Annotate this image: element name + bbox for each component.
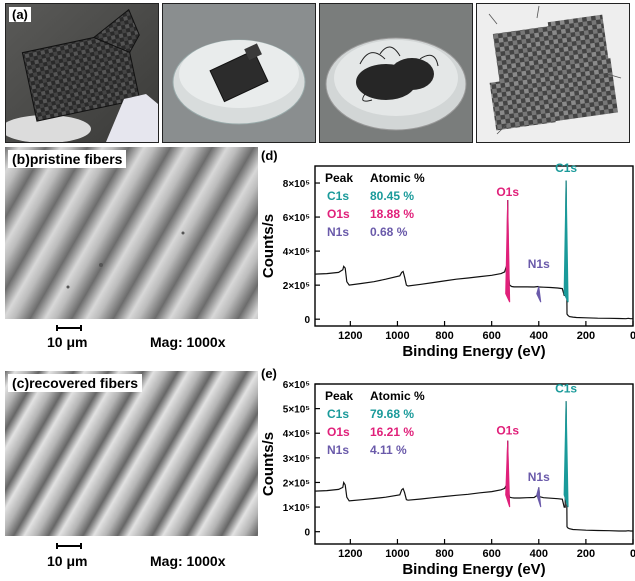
photo-fibers-released-in-solvent [319,3,473,143]
scale-text-b: 10 μm [47,334,88,350]
xps-chart-recovered: (e) 0 1×10⁵ 2×10⁵ 3×10⁵ 4×10⁵ 5×10⁵ 6×10⁵ 1200 10… [260,366,635,578]
table-value-n1s-d: 0.68 % [370,225,408,239]
table-header-atomic-d: Atomic % [370,171,425,185]
xps-chart-pristine: (d) 0 2×10⁵ 4×10⁵ 6×10⁵ 8×10⁵ 1200 1000 800 600 40… [260,148,635,360]
peak-label-o1s-d: O1s [496,185,519,199]
y-axis-label-d: Counts/s [260,214,277,278]
sem-recovered-illustration [5,371,258,536]
y-tick-label-d: 6×10⁵ [283,213,311,224]
peak-o1s-e [505,440,511,508]
magnification-b: Mag: 1000x [150,334,226,350]
x-tick-label-d: 400 [530,330,548,342]
magnification-c: Mag: 1000x [150,553,226,569]
peak-o1s-d [505,200,511,303]
table-peak-o1s-e: O1s [327,425,350,439]
peak-label-c1s-e: C1s [555,382,577,396]
xps-spectrum-line-e [314,401,633,532]
scale-bar-c [56,543,82,549]
x-tick-label-d: 1200 [338,330,362,342]
xps-spectrum-line-d [314,180,633,320]
y-tick-label-e: 5×10⁵ [283,405,311,416]
y-tick-label-d: 0 [304,315,310,326]
y-tick-label-e: 3×10⁵ [283,454,311,465]
plot-frame-d [314,165,634,327]
table-value-n1s-e: 4.11 % [370,443,407,457]
table-value-o1s-e: 16.21 % [370,425,414,439]
x-tick-label-e: 1200 [338,548,362,560]
panel-b-label: (b)pristine fibers [8,150,127,168]
x-tick-label-e: 0 [630,548,635,560]
panel-c-label: (c)recovered fibers [8,374,143,392]
photo-composite-sheet-in-hand: (a) [5,3,159,143]
table-header-peak-d: Peak [325,171,353,185]
table-peak-c1s-e: C1s [327,407,349,421]
x-tick-label-d: 0 [630,330,635,342]
peak-c1s-e [563,401,569,508]
table-peak-n1s-e: N1s [327,443,349,457]
photo-recovered-fiber-fabric [476,3,630,143]
peak-n1s-d [536,286,542,303]
y-axis-label-e: Counts/s [260,432,277,496]
x-axis-label-e: Binding Energy (eV) [402,561,545,578]
released-fibers-illustration [320,4,472,142]
y-tick-label-d: 2×10⁵ [283,281,311,292]
y-tick-label-e: 1×10⁵ [283,503,311,514]
photo-sheet-in-solvent-dish [162,3,316,143]
sem-image-recovered: (c)recovered fibers [5,371,258,536]
panel-label-d: (d) [261,148,278,163]
table-header-peak-e: Peak [325,389,353,403]
y-tick-label-e: 4×10⁵ [283,429,311,440]
x-axis-label-d: Binding Energy (eV) [402,343,545,360]
peak-label-n1s-e: N1s [528,470,550,484]
scale-text-c: 10 μm [47,553,88,569]
peak-label-n1s-d: N1s [528,257,550,271]
solvent-dish-illustration [163,4,315,142]
x-tick-label-e: 600 [482,548,500,560]
y-tick-label-e: 6×10⁵ [283,380,311,391]
plot-frame-e [314,383,634,545]
x-tick-label-d: 600 [482,330,500,342]
peak-c1s-d [563,180,569,303]
table-value-c1s-e: 79.68 % [370,407,414,421]
x-tick-label-e: 800 [435,548,453,560]
table-header-atomic-e: Atomic % [370,389,425,403]
table-value-c1s-d: 80.45 % [370,189,414,203]
table-peak-o1s-d: O1s [327,207,350,221]
y-tick-label-e: 0 [304,528,310,539]
x-tick-label-d: 800 [435,330,453,342]
peak-n1s-e [536,487,542,508]
x-tick-label-e: 200 [577,548,595,560]
recovered-fabric-illustration [477,4,629,142]
panel-label-e: (e) [261,366,277,381]
sem-image-pristine: (b)pristine fibers [5,147,258,319]
x-tick-label-e: 400 [530,548,548,560]
y-tick-label-d: 8×10⁵ [283,179,311,190]
table-peak-n1s-d: N1s [327,225,349,239]
scale-bar-b [56,325,82,331]
table-value-o1s-d: 18.88 % [370,207,414,221]
sem-pristine-illustration [5,147,258,319]
peak-label-o1s-e: O1s [496,423,519,437]
x-tick-label-d: 200 [577,330,595,342]
x-tick-label-d: 1000 [385,330,409,342]
table-peak-c1s-d: C1s [327,189,349,203]
panel-a-label: (a) [9,7,31,22]
peak-label-c1s-d: C1s [555,161,577,175]
composite-sheet-illustration [6,4,158,142]
x-tick-label-e: 1000 [385,548,409,560]
y-tick-label-d: 4×10⁵ [283,247,311,258]
y-tick-label-e: 2×10⁵ [283,478,311,489]
